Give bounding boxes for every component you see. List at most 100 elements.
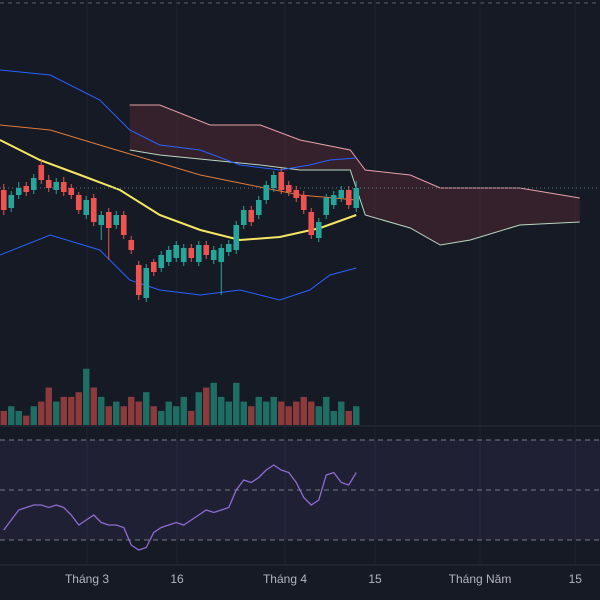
rsi-line [3, 464, 357, 551]
candle-body [8, 195, 15, 208]
x-tick-label: 15 [368, 572, 382, 586]
volume-bar [225, 401, 232, 425]
volume-bar [98, 396, 105, 425]
candle-body [248, 210, 255, 222]
x-tick-label: Tháng 3 [65, 572, 109, 586]
candle-body [135, 265, 142, 295]
volume-bar [83, 368, 90, 425]
volume-bar [180, 396, 187, 425]
volume-bar [90, 387, 97, 425]
volume-bar [345, 410, 352, 425]
volume-bar [263, 401, 270, 425]
candle-body [293, 190, 300, 198]
volume-bar [218, 396, 225, 425]
candle-body [338, 190, 345, 198]
candle-body [15, 188, 22, 195]
volume-bar [233, 382, 240, 425]
volume-bar [68, 396, 75, 425]
candle-body [128, 240, 135, 250]
candle-body [255, 200, 262, 215]
candle-body [120, 215, 127, 235]
volume-bar [248, 406, 255, 425]
volume-bar [30, 406, 37, 425]
volume-bar [353, 406, 360, 425]
candle-body [263, 185, 270, 200]
volume-bar [45, 387, 52, 425]
candle-body [345, 190, 352, 205]
volume-bar [293, 401, 300, 425]
volume-bar [135, 401, 142, 425]
volume-bar [165, 401, 172, 425]
candle-body [60, 182, 67, 192]
candle-body [233, 225, 240, 250]
candle-body [53, 182, 60, 190]
x-tick-label: Tháng 4 [263, 572, 307, 586]
candle-body [195, 245, 202, 262]
volume-bar [158, 410, 165, 425]
indicator-line [0, 234, 357, 301]
candle-body [98, 215, 105, 225]
candle-body [165, 250, 172, 262]
x-tick-label: Tháng Năm [449, 572, 512, 586]
volume-bar [255, 396, 262, 425]
candle-body [38, 165, 45, 180]
candle-body [143, 268, 150, 298]
candle-body [180, 248, 187, 262]
volume-bar [113, 401, 120, 425]
indicator-line [0, 139, 357, 242]
volume-bar [323, 396, 330, 425]
volume-bar [330, 410, 337, 425]
volume-bar [173, 406, 180, 425]
candle-body [83, 200, 90, 215]
volume-bar [338, 401, 345, 425]
cloud-line [129, 104, 580, 199]
volume-bar [240, 401, 247, 425]
volume-bar [315, 406, 322, 425]
candle-body [105, 212, 112, 228]
volume-bar [23, 415, 30, 425]
candle-body [0, 190, 7, 210]
candle-body [210, 250, 217, 260]
candle-body [240, 210, 247, 225]
indicator-line [0, 124, 357, 201]
candle-body [188, 248, 195, 258]
volume-bar [300, 396, 307, 425]
candle-body [203, 245, 210, 255]
candle-body [315, 222, 322, 238]
volume-bar [38, 401, 45, 425]
volume-bar [53, 401, 60, 425]
candle-body [323, 198, 330, 215]
volume-bar [278, 401, 285, 425]
candle-body [75, 195, 82, 210]
volume-bar [188, 410, 195, 425]
volume-bar [60, 396, 67, 425]
candle-body [90, 198, 97, 222]
candle-body [270, 175, 277, 188]
candle-body [113, 215, 120, 225]
volume-bar [150, 406, 157, 425]
candle-body [150, 262, 157, 272]
cloud-fill [129, 105, 580, 245]
candle-body [45, 180, 52, 188]
candle-body [330, 195, 337, 205]
volume-bar [75, 392, 82, 425]
volume-bar [210, 382, 217, 425]
volume-bar [15, 410, 22, 425]
candle-body [278, 172, 285, 190]
candle-body [30, 178, 37, 190]
candle-body [225, 244, 232, 252]
volume-bar [105, 406, 112, 425]
candle-body [308, 212, 315, 235]
volume-bar [8, 406, 15, 425]
volume-bar [128, 396, 135, 425]
candle-body [68, 188, 75, 195]
volume-bar [143, 392, 150, 425]
candle-body [158, 255, 165, 268]
candle-body [300, 195, 307, 210]
volume-bar [270, 396, 277, 425]
candle-body [353, 188, 360, 208]
volume-bar [203, 387, 210, 425]
volume-bar [120, 406, 127, 425]
volume-bar [195, 392, 202, 425]
